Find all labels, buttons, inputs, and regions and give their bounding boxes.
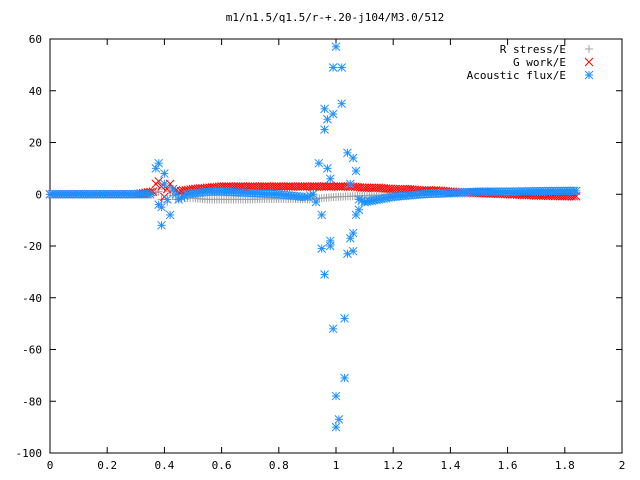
y-tick-label: 60	[29, 33, 42, 46]
data-point	[331, 391, 341, 401]
data-point	[331, 42, 341, 52]
data-point	[340, 314, 349, 323]
data-point	[317, 210, 327, 220]
data-point	[354, 205, 364, 215]
data-point	[145, 189, 155, 199]
y-tick-label: 40	[29, 85, 42, 98]
data-point	[345, 179, 355, 189]
x-tick-label: 1.6	[498, 459, 518, 472]
data-point	[348, 246, 358, 256]
chart-title: m1/n1.5/q1.5/r-+.20-j104/M3.0/512	[226, 11, 445, 24]
data-point	[160, 179, 169, 189]
data-point	[314, 158, 324, 168]
legend-marker	[585, 45, 593, 53]
data-marks	[45, 42, 581, 432]
data-point	[320, 125, 329, 134]
y-tick-label: 20	[29, 137, 42, 150]
x-tick-label: 0	[47, 459, 54, 472]
data-point	[328, 109, 338, 119]
x-tick-label: 0.2	[97, 459, 117, 472]
x-tick-label: 1.2	[383, 459, 403, 472]
data-point	[325, 241, 335, 251]
x-tick-label: 2	[619, 459, 626, 472]
data-point	[334, 415, 344, 424]
data-point	[351, 166, 361, 176]
y-tick-label: -40	[22, 292, 42, 305]
data-point	[165, 210, 175, 220]
data-point	[328, 63, 338, 72]
x-tick-label: 1.8	[555, 459, 575, 472]
x-tick-label: 0.6	[212, 459, 232, 472]
data-point	[308, 189, 318, 199]
data-point	[348, 153, 358, 163]
x-tick-label: 1	[333, 459, 340, 472]
y-tick-label: -80	[22, 395, 42, 408]
data-point	[162, 195, 172, 204]
data-point	[320, 104, 329, 114]
legend-marker	[584, 57, 594, 67]
data-point	[317, 244, 327, 253]
x-tick-label: 1.4	[440, 459, 460, 472]
data-point	[331, 422, 341, 432]
data-point	[154, 158, 164, 168]
data-point	[325, 174, 335, 184]
legend-label: Acoustic flux/E	[467, 69, 566, 82]
y-tick-label: -20	[22, 240, 42, 253]
data-point	[323, 164, 332, 173]
data-point	[337, 63, 347, 72]
data-point	[311, 197, 321, 207]
y-tick-label: -60	[22, 344, 42, 357]
data-point	[160, 169, 169, 178]
series-2	[45, 42, 581, 432]
y-tick-label: 0	[35, 188, 42, 201]
data-point	[337, 99, 347, 109]
x-tick-label: 0.4	[154, 459, 174, 472]
data-point	[157, 220, 166, 230]
data-point	[571, 186, 581, 196]
data-point	[340, 373, 349, 383]
data-point	[320, 270, 329, 279]
data-point	[328, 324, 338, 334]
y-tick-label: -100	[16, 447, 43, 460]
x-tick-label: 0.8	[269, 459, 289, 472]
legend-label: G work/E	[513, 56, 566, 69]
data-point	[157, 202, 166, 212]
legend-marker	[584, 70, 594, 80]
data-point	[348, 228, 358, 238]
axis-ticks: 0 0.2 0.4 0.6 0.8 1 1.2 1.4 1.6 1.8 2 60 40 20 0 -20 -40…	[16, 33, 626, 472]
legend-label: R stress/E	[500, 43, 566, 56]
